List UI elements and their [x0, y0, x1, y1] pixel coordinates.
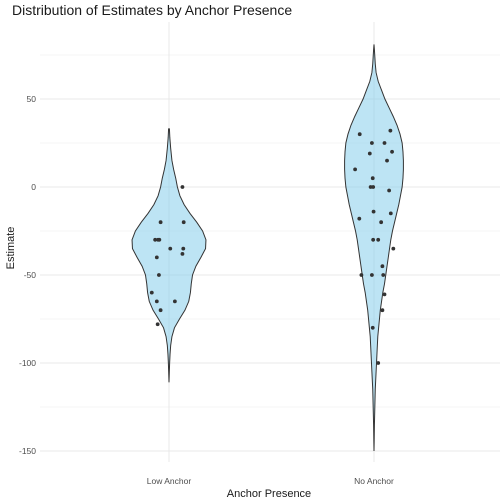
data-point — [370, 325, 375, 330]
data-point — [157, 273, 161, 277]
data-point — [154, 299, 159, 304]
y-tick-label: -50 — [24, 270, 37, 280]
data-point — [390, 149, 394, 154]
x-tick-label: Low Anchor — [147, 476, 192, 486]
data-point — [153, 237, 158, 242]
data-point — [359, 273, 364, 277]
data-point — [172, 299, 177, 304]
data-point — [379, 220, 384, 225]
data-point — [380, 264, 385, 269]
data-point — [371, 185, 376, 189]
data-point — [357, 132, 362, 137]
violin-no-anchor — [344, 44, 404, 452]
y-tick-label: 0 — [31, 182, 36, 192]
data-point — [382, 141, 387, 145]
data-point — [382, 292, 387, 297]
data-point — [381, 273, 386, 277]
x-tick-label: No Anchor — [354, 476, 394, 486]
data-point — [180, 251, 185, 256]
data-point — [157, 237, 162, 242]
data-point — [158, 220, 163, 225]
data-point — [154, 255, 159, 260]
y-tick-label: -100 — [19, 358, 36, 368]
chart-title: Distribution of Estimates by Anchor Pres… — [12, 2, 292, 18]
y-tick-label: -150 — [19, 446, 36, 456]
data-point — [181, 246, 186, 251]
y-tick-label: 50 — [27, 94, 37, 104]
data-point — [388, 128, 393, 133]
data-point — [158, 308, 163, 313]
data-point — [387, 188, 392, 193]
data-point — [370, 273, 374, 277]
data-point — [357, 216, 362, 221]
data-point — [367, 151, 372, 156]
data-point — [380, 308, 385, 313]
y-axis-title: Estimate — [5, 227, 17, 270]
data-point — [181, 220, 186, 225]
data-point — [371, 237, 376, 242]
data-point — [168, 246, 173, 251]
data-point — [370, 176, 375, 181]
point-layer — [149, 128, 396, 365]
violin-layer — [131, 44, 404, 452]
data-point — [388, 211, 393, 216]
data-point — [376, 361, 381, 365]
violin-low-anchor — [131, 128, 207, 383]
data-point — [155, 322, 160, 327]
data-point — [371, 209, 376, 214]
data-point — [370, 141, 374, 145]
grid-layer — [40, 22, 500, 462]
data-point — [385, 158, 389, 163]
tick-layer: 50 0 -50 -100 -150 Low Anchor No Anchor — [19, 94, 394, 486]
data-point — [391, 246, 396, 251]
data-point — [353, 167, 357, 172]
data-point — [376, 237, 381, 242]
x-axis-title: Anchor Presence — [227, 488, 311, 500]
data-point — [149, 290, 154, 295]
data-point — [180, 185, 185, 189]
